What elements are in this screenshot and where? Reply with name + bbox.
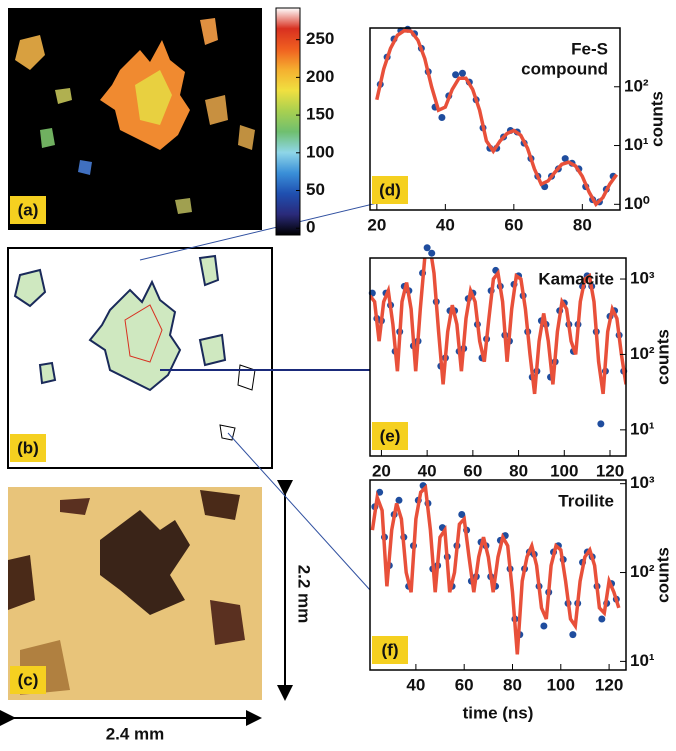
x-tick-label: 120	[596, 461, 624, 480]
x-tick-label: 100	[550, 461, 578, 480]
fit-line	[370, 258, 626, 395]
micrograph-c	[8, 487, 262, 700]
x-tick-label: 80	[503, 675, 522, 694]
data-point	[561, 155, 569, 163]
x-axis-label: time (ns)	[463, 703, 534, 722]
y-axis-label: counts	[653, 329, 672, 385]
y-axis-label: counts	[653, 547, 672, 603]
panel-label-box	[372, 176, 408, 204]
annotation: Fe-S	[571, 39, 608, 58]
panel: 20 40 60 80 100 120 10¹ 10² 10³ counts Kamacite (e)	[368, 244, 672, 480]
x-tick-label: 40	[436, 215, 455, 234]
y-tick-label: 10¹	[630, 419, 655, 438]
connector	[227, 432, 371, 591]
connector	[139, 199, 391, 261]
x-tick-label: 40	[418, 461, 437, 480]
data-point	[458, 69, 466, 77]
annotation: compound	[521, 59, 608, 78]
colorbar-tick-label: 150	[306, 105, 334, 124]
panel-label-box	[10, 196, 46, 224]
panel-label-box	[372, 636, 408, 664]
plot-frame	[369, 27, 621, 211]
contour-b	[7, 247, 273, 469]
fit-line	[375, 28, 619, 208]
data-point	[452, 71, 460, 79]
colorbar-tick-label: 0	[306, 218, 315, 237]
colorbar	[275, 7, 301, 236]
data-point	[428, 249, 436, 257]
data-point	[569, 631, 577, 639]
panel-label: (d)	[379, 180, 401, 199]
data-point	[376, 488, 384, 496]
y-tick-label: 10⁰	[624, 194, 650, 213]
colorbar-tick-label: 100	[306, 142, 334, 161]
x-tick-label: 100	[547, 675, 575, 694]
x-tick-label: 40	[406, 675, 425, 694]
data-point	[598, 615, 606, 623]
data-point	[395, 496, 403, 504]
map-a	[8, 8, 262, 230]
y-tick-label: 10³	[630, 473, 655, 492]
y-tick-label: 10³	[630, 269, 655, 288]
x-tick-label: 60	[504, 215, 523, 234]
colorbar-tick-label: 50	[306, 180, 325, 199]
fit-line	[370, 483, 621, 655]
x-tick-label: 20	[367, 215, 386, 234]
colorbar-tick-label: 250	[306, 29, 334, 48]
panel: 40 60 80 100 120 10¹ 10² 10³ counts time (ns) Troi…	[369, 473, 672, 722]
plot-frame	[369, 257, 627, 457]
data-point	[423, 244, 431, 252]
colorbar-tick-label: 200	[306, 67, 334, 86]
panel-label: (a)	[18, 200, 39, 219]
panel-label: (f)	[382, 640, 399, 659]
data-point	[458, 510, 466, 518]
panel-label: (b)	[17, 438, 39, 457]
y-tick-label: 10¹	[624, 135, 649, 154]
y-tick-label: 10¹	[630, 651, 655, 670]
x-tick-label: 80	[573, 215, 592, 234]
annotation: Troilite	[558, 491, 614, 510]
panel-label: (c)	[18, 670, 39, 689]
annotation: Kamacite	[538, 269, 614, 288]
y-tick-label: 10²	[630, 562, 655, 581]
y-tick-label: 10²	[630, 344, 655, 363]
x-tick-label: 80	[509, 461, 528, 480]
x-tick-label: 20	[372, 461, 391, 480]
data-point	[438, 113, 446, 121]
x-tick-label: 120	[595, 675, 623, 694]
x-tick-label: 60	[463, 461, 482, 480]
width-label: 2.4 mm	[106, 724, 165, 743]
x-tick-label: 60	[455, 675, 474, 694]
data-point	[597, 420, 605, 428]
panel-label-box	[10, 434, 46, 462]
data-point	[540, 622, 548, 630]
y-tick-label: 10²	[624, 76, 649, 95]
panel-label: (e)	[380, 426, 401, 445]
panel-label-box	[372, 422, 408, 450]
panel-label-box	[10, 666, 46, 694]
height-label: 2.2 mm	[295, 565, 314, 624]
plot-frame	[369, 479, 627, 671]
y-axis-label: counts	[647, 91, 666, 147]
